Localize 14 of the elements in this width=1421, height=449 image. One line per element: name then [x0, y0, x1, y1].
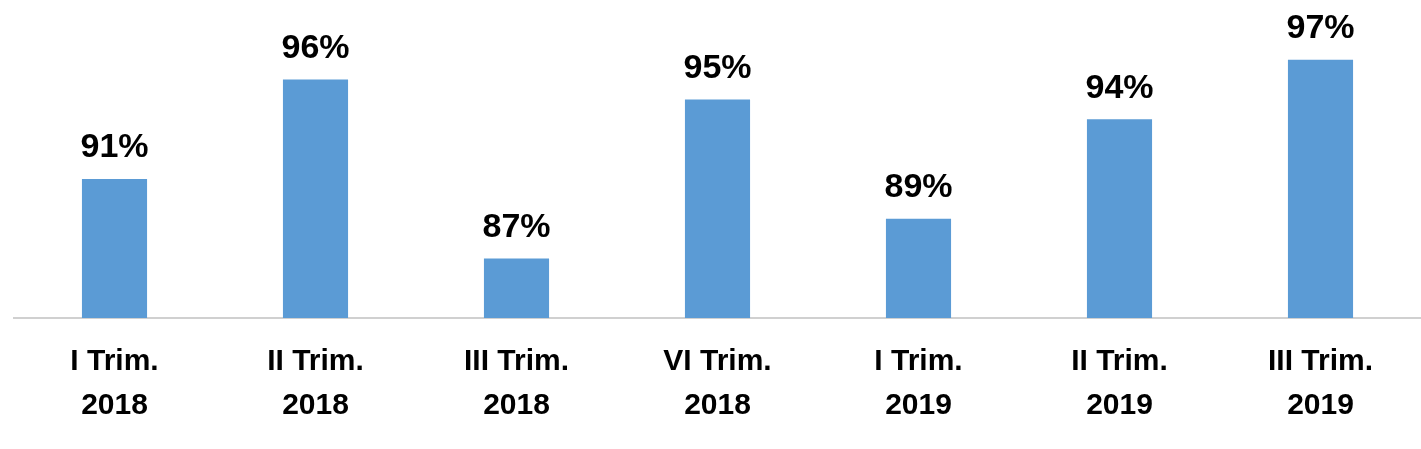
x-tick-label: II Trim. 2019: [1071, 343, 1168, 420]
data-label: 91%: [80, 126, 149, 165]
x-tick-label: VI Trim. 2018: [663, 343, 772, 420]
x-tick-label: II Trim. 2018: [267, 343, 364, 420]
x-tick-label: I Trim. 2019: [874, 343, 963, 420]
data-label: 89%: [884, 166, 953, 204]
data-label: 95%: [683, 46, 752, 85]
x-tick-label: III Trim. 2018: [463, 343, 570, 420]
data-label: 96%: [281, 26, 350, 65]
x-tick-label: I Trim. 2018: [70, 343, 159, 420]
x-tick-label: III Trim. 2019: [1267, 343, 1374, 420]
data-label: 87%: [482, 205, 551, 244]
data-label: 94%: [1085, 66, 1154, 105]
data-label: 97%: [1286, 7, 1355, 45]
